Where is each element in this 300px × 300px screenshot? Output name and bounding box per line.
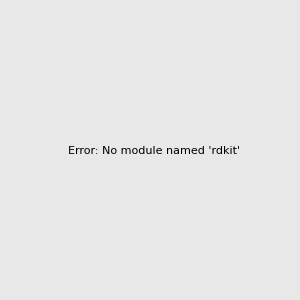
Text: Error: No module named 'rdkit': Error: No module named 'rdkit' [68,146,240,157]
